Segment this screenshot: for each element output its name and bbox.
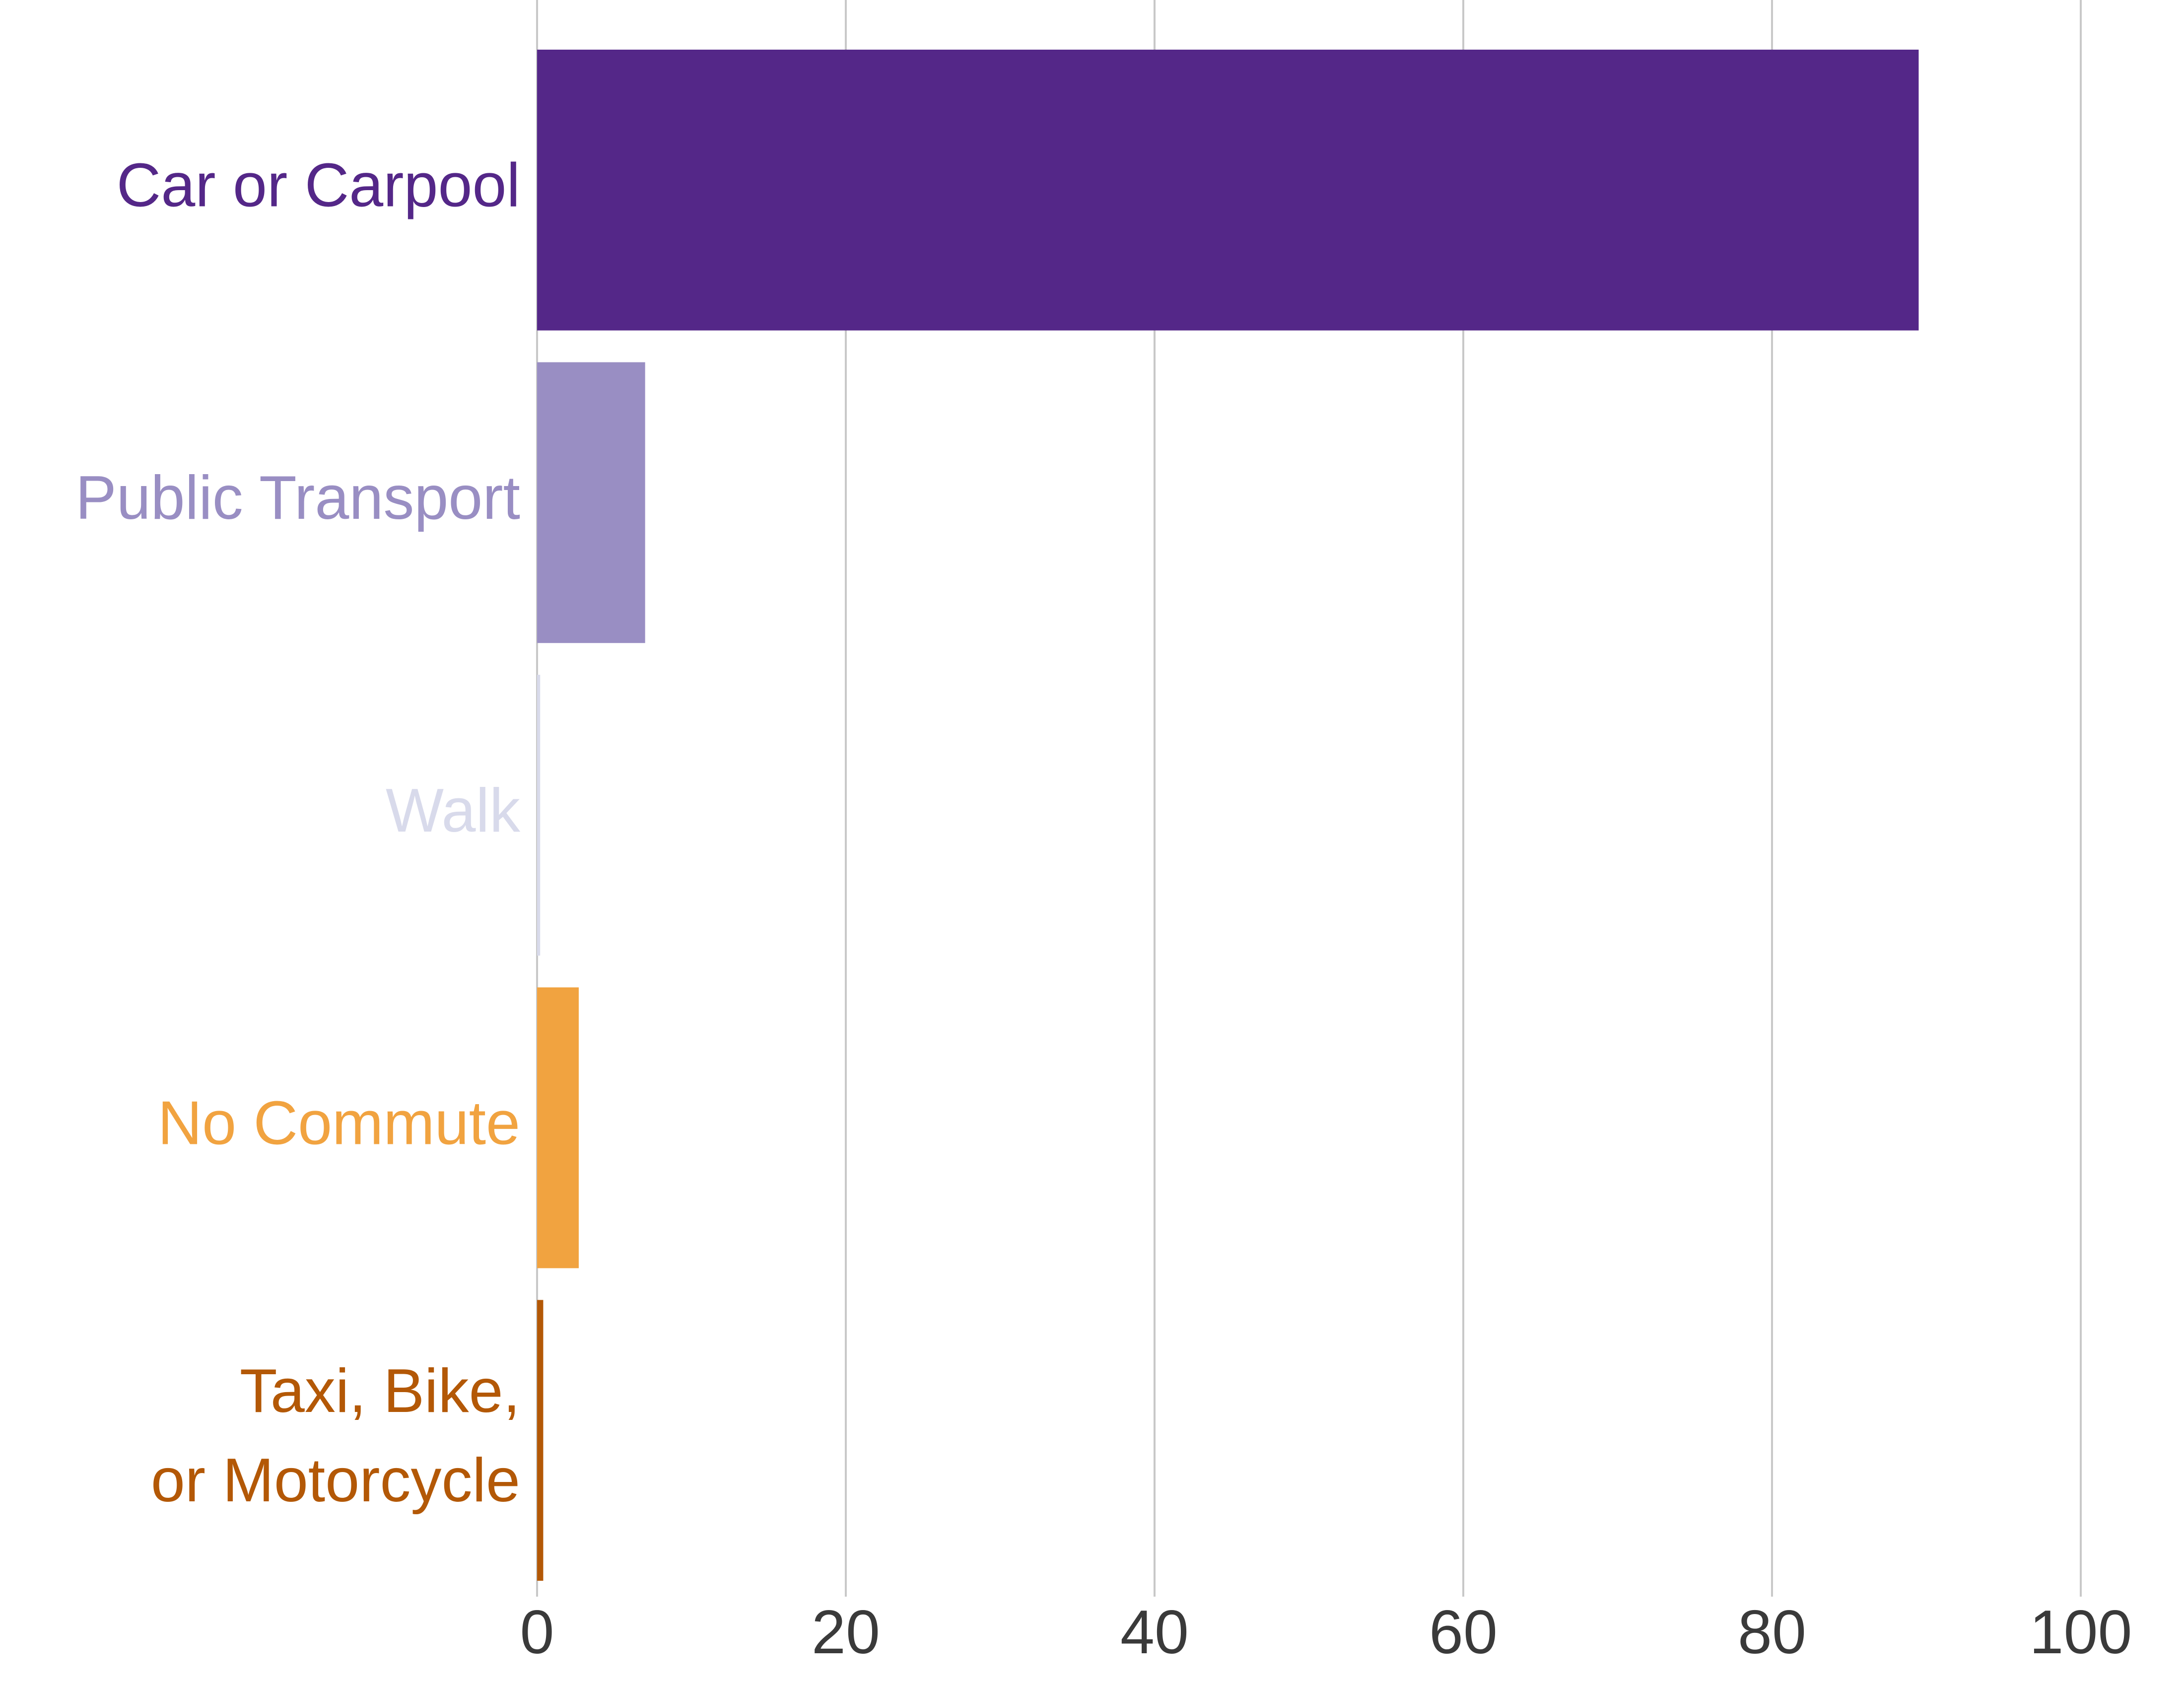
bar-taxi-bike-or-motorcycle xyxy=(537,1300,544,1581)
category-label: or Motorcycle xyxy=(151,1446,520,1515)
bar-car-or-carpool xyxy=(537,50,1919,331)
category-label: No Commute xyxy=(158,1089,520,1157)
x-tick-label: 20 xyxy=(812,1598,880,1667)
category-label: Public Transport xyxy=(75,464,520,532)
x-tick-label: 60 xyxy=(1429,1598,1498,1667)
bar-no-commute xyxy=(537,987,579,1268)
bar-public-transport xyxy=(537,362,645,643)
category-label: Car or Carpool xyxy=(117,151,520,220)
x-tick-label: 40 xyxy=(1120,1598,1189,1667)
x-axis-ticks: 0 20 40 60 80 100 xyxy=(520,1598,2132,1667)
x-tick-label: 0 xyxy=(520,1598,554,1667)
category-label: Walk xyxy=(386,776,521,845)
category-label: Taxi, Bike, xyxy=(240,1357,520,1425)
bars xyxy=(537,50,1919,1581)
bar-walk xyxy=(537,675,541,956)
x-tick-label: 80 xyxy=(1738,1598,1806,1667)
x-tick-label: 100 xyxy=(2030,1598,2132,1667)
category-labels: Car or Carpool Public Transport Walk No Com… xyxy=(75,151,521,1515)
